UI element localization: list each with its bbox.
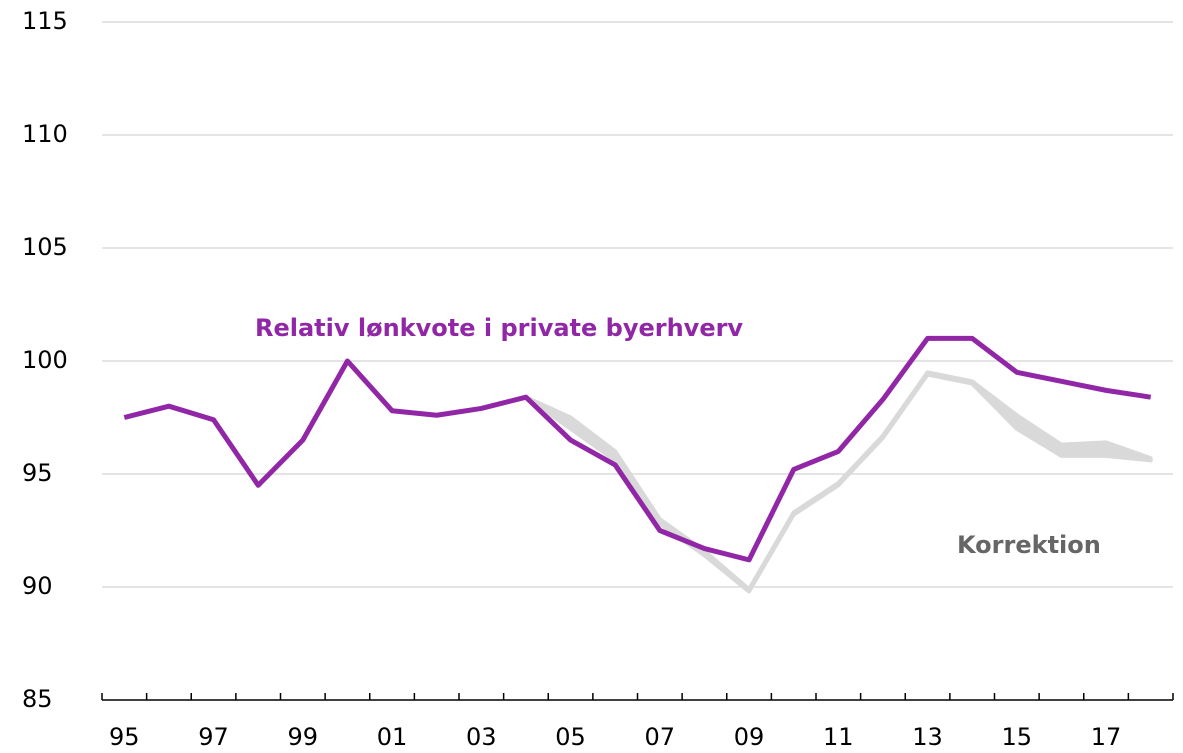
y-tick-label: 95 bbox=[22, 459, 53, 487]
series-label: Korrektion bbox=[957, 531, 1101, 559]
x-tick-label: 07 bbox=[645, 723, 676, 751]
x-tick-label: 11 bbox=[823, 723, 854, 751]
x-tick-label: 01 bbox=[377, 723, 408, 751]
x-tick-label: 97 bbox=[198, 723, 229, 751]
x-tick-label: 03 bbox=[466, 723, 497, 751]
series-line bbox=[123, 335, 1152, 563]
x-tick-label: 99 bbox=[288, 723, 319, 751]
y-tick-label: 85 bbox=[22, 685, 53, 713]
y-tick-label: 115 bbox=[22, 7, 68, 35]
x-tick-label: 05 bbox=[555, 723, 586, 751]
x-tick-label: 13 bbox=[912, 723, 943, 751]
x-tick-label: 17 bbox=[1091, 723, 1122, 751]
y-tick-label: 105 bbox=[22, 233, 68, 261]
y-tick-label: 90 bbox=[22, 572, 53, 600]
x-tick-label: 09 bbox=[734, 723, 765, 751]
y-tick-label: 100 bbox=[22, 346, 68, 374]
correction-band bbox=[523, 370, 1153, 594]
series-label: Relativ lønkvote i private byerhverv bbox=[255, 314, 743, 342]
x-tick-label: 95 bbox=[109, 723, 140, 751]
y-tick-label: 110 bbox=[22, 120, 68, 148]
x-tick-label: 15 bbox=[1002, 723, 1033, 751]
